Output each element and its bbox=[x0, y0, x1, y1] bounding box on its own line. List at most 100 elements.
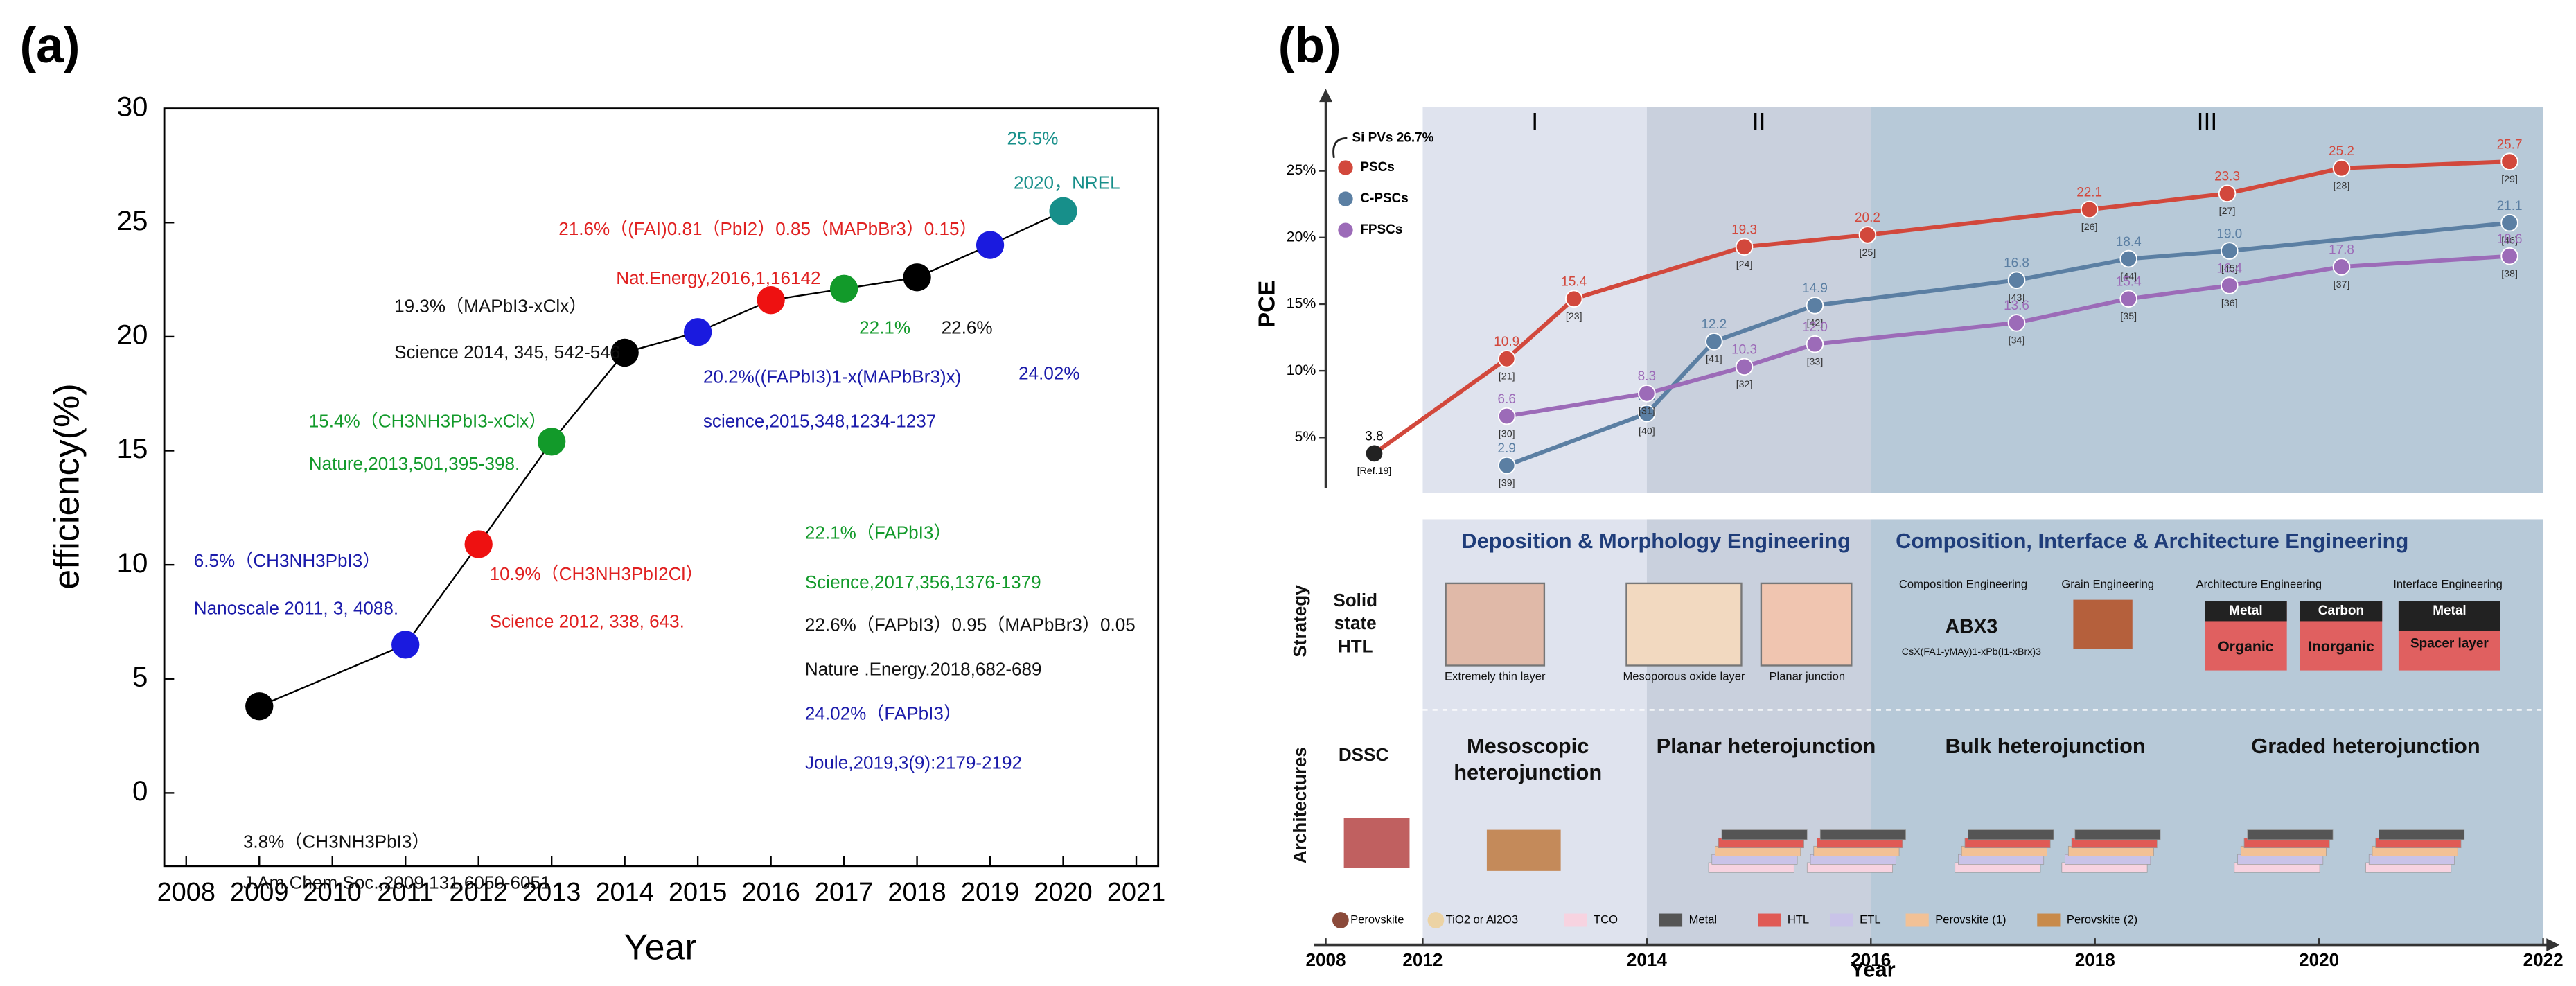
data-point bbox=[829, 274, 858, 303]
start-segment bbox=[1373, 357, 1508, 455]
legend-label: ETL bbox=[1860, 913, 1880, 926]
data-point bbox=[683, 318, 712, 346]
device-layer bbox=[2379, 829, 2465, 840]
x-tick-label: 2011 bbox=[377, 878, 434, 907]
data-label: 16.8 bbox=[2004, 256, 2029, 271]
region-label: III bbox=[2197, 107, 2218, 135]
diagram-text: Graded heterojunction bbox=[2251, 734, 2480, 758]
data-label: 19.3 bbox=[1731, 223, 1757, 238]
ref-label: [27] bbox=[2219, 206, 2236, 217]
diagram-text: Spacer layer bbox=[2410, 637, 2489, 651]
y-tick-label: 10 bbox=[117, 547, 148, 579]
diagram-text: ABX3 bbox=[1945, 615, 1997, 637]
data-label: 21.1 bbox=[2497, 199, 2523, 213]
reference-arrow bbox=[1332, 137, 1348, 159]
data-point bbox=[1806, 335, 1824, 353]
data-label: 15.4 bbox=[2116, 275, 2142, 290]
data-label: 12.2 bbox=[1701, 317, 1727, 332]
ref-label: [25] bbox=[1860, 247, 1876, 258]
ref-label: [33] bbox=[1807, 356, 1824, 367]
data-label: 18.4 bbox=[2116, 235, 2142, 249]
ref-label: [21] bbox=[1499, 371, 1515, 382]
y-tick-label: 25% bbox=[1287, 161, 1316, 178]
diagram-text: Planar junction bbox=[1769, 669, 1845, 683]
legend-swatch bbox=[2037, 913, 2061, 927]
data-point bbox=[1806, 297, 1824, 315]
data-label: 22.1 bbox=[2076, 186, 2102, 200]
ref-label: [32] bbox=[1736, 379, 1753, 390]
diagram-text: Metal bbox=[2229, 604, 2262, 618]
annotation: J.Am.Chem.Soc.,2009,131,6050-6051 bbox=[243, 872, 551, 893]
region-label: II bbox=[1752, 107, 1766, 135]
sketch bbox=[2205, 601, 2287, 622]
data-point bbox=[538, 428, 566, 456]
annotation: 22.6% bbox=[942, 317, 993, 337]
diagram-text: Strategy bbox=[1289, 585, 1310, 658]
ref-label: [38] bbox=[2501, 269, 2518, 280]
ref-label: [30] bbox=[1499, 428, 1515, 439]
data-label: 25.2 bbox=[2329, 144, 2354, 159]
data-point bbox=[757, 286, 785, 315]
x-tick-label: 2022 bbox=[2523, 949, 2564, 970]
diagram-text: Extremely thin layer bbox=[1445, 669, 1546, 683]
annotation: 10.9%（CH3NH3PbI2Cl） bbox=[490, 563, 704, 584]
device-layer bbox=[1819, 829, 1906, 840]
data-label: 14.9 bbox=[1802, 281, 1828, 296]
annotation: 22.1% bbox=[859, 317, 910, 337]
y-tick-label: 15% bbox=[1287, 295, 1316, 312]
x-tick-label: 2009 bbox=[230, 878, 288, 907]
x-tick-label: 2020 bbox=[1034, 878, 1092, 907]
x-tick-label: 2014 bbox=[595, 878, 653, 907]
y-axis-label: PCE bbox=[1254, 281, 1280, 328]
annotation: 3.8%（CH3NH3PbI3） bbox=[243, 831, 430, 852]
data-point bbox=[1049, 197, 1077, 225]
data-point bbox=[1497, 456, 1516, 475]
legend-label: Metal bbox=[1689, 913, 1718, 926]
data-label: 2.9 bbox=[1498, 441, 1516, 456]
annotation: Science 2012, 338, 643. bbox=[490, 611, 685, 632]
diagram-text: Bulk heterojunction bbox=[1945, 734, 2145, 758]
data-point bbox=[391, 631, 420, 659]
annotation: 15.4%（CH3NH3PbI3-xClx） bbox=[309, 410, 547, 431]
device-layer bbox=[1968, 829, 2054, 840]
annotation: Science 2014, 345, 542-546 bbox=[394, 342, 620, 362]
panel-gap bbox=[1298, 493, 2564, 520]
annotation: 20.2%((FAPbI3)1-x(MAPbBr3)x) bbox=[703, 366, 961, 387]
annotation: 19.3%（MAPbI3-xClx） bbox=[394, 295, 587, 316]
data-label: 13.6 bbox=[2004, 299, 2029, 313]
diagram-text: Solid bbox=[1333, 590, 1377, 610]
data-point bbox=[464, 530, 493, 558]
data-label: 20.2 bbox=[1855, 211, 1880, 225]
ref-label: [44] bbox=[2120, 271, 2137, 282]
data-point bbox=[2007, 314, 2026, 332]
annotation: Nature,2013,501,395-398. bbox=[309, 453, 520, 474]
data-point bbox=[2080, 200, 2099, 219]
annotation: 2020，NREL bbox=[1014, 173, 1120, 193]
diagram-text: Architectures bbox=[1289, 747, 1310, 863]
x-tick-label: 2019 bbox=[961, 878, 1019, 907]
data-point bbox=[1858, 226, 1877, 244]
diagram-text: HTL bbox=[1338, 635, 1373, 656]
annotation: 21.6%（(FAI)0.81（PbI2）0.85（MAPbBr3）0.15） bbox=[558, 218, 977, 239]
data-label: 12.0 bbox=[1802, 320, 1828, 335]
x-tick-label: 2008 bbox=[1306, 949, 1346, 970]
x-axis-label: Year bbox=[624, 927, 697, 967]
diagram-text: Composition Engineering bbox=[1899, 578, 2027, 591]
data-point bbox=[610, 338, 639, 367]
data-label: 10.3 bbox=[1731, 343, 1757, 358]
diagram-text: Interface Engineering bbox=[2393, 578, 2503, 591]
data-point bbox=[1564, 290, 1583, 308]
data-label: 6.6 bbox=[1498, 392, 1516, 407]
x-tick-label: 2020 bbox=[2299, 949, 2339, 970]
ref-label: [28] bbox=[2334, 181, 2350, 192]
data-point bbox=[2332, 258, 2351, 276]
ref-label: [46] bbox=[2501, 235, 2518, 246]
diagram-text: Mesoporous oxide layer bbox=[1623, 669, 1745, 683]
ref-label: [42] bbox=[1807, 318, 1824, 329]
ref-label: [36] bbox=[2221, 298, 2238, 309]
diagram-text: Planar heterojunction bbox=[1657, 734, 1876, 758]
data-point bbox=[1735, 238, 1754, 256]
legend-marker bbox=[1338, 191, 1353, 206]
diagram-text: Deposition & Morphology Engineering bbox=[1461, 529, 1850, 553]
